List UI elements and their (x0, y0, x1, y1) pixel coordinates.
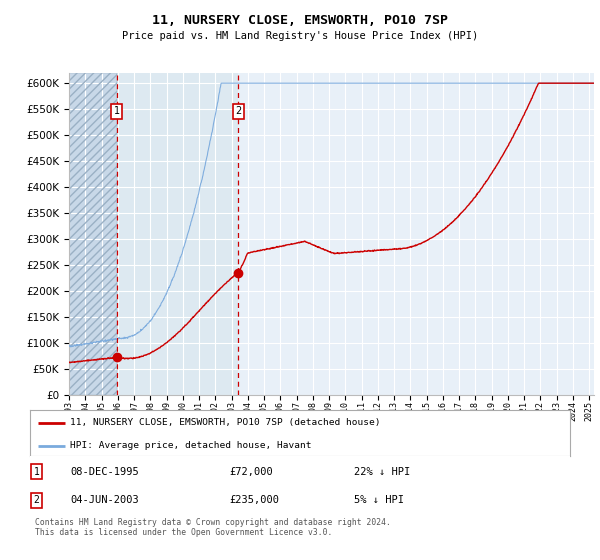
Text: 1: 1 (34, 466, 40, 477)
Text: 08-DEC-1995: 08-DEC-1995 (71, 466, 139, 477)
Text: 04-JUN-2003: 04-JUN-2003 (71, 495, 139, 505)
Text: £235,000: £235,000 (230, 495, 280, 505)
Text: Contains HM Land Registry data © Crown copyright and database right 2024.
This d: Contains HM Land Registry data © Crown c… (35, 517, 391, 537)
Text: 5% ↓ HPI: 5% ↓ HPI (354, 495, 404, 505)
Text: 1: 1 (113, 106, 119, 116)
Text: 2: 2 (235, 106, 241, 116)
Bar (116, 73, 238, 395)
Text: 2: 2 (34, 495, 40, 505)
Text: 11, NURSERY CLOSE, EMSWORTH, PO10 7SP (detached house): 11, NURSERY CLOSE, EMSWORTH, PO10 7SP (d… (71, 418, 381, 427)
Text: 22% ↓ HPI: 22% ↓ HPI (354, 466, 410, 477)
Text: £72,000: £72,000 (230, 466, 274, 477)
Text: Price paid vs. HM Land Registry's House Price Index (HPI): Price paid vs. HM Land Registry's House … (122, 31, 478, 41)
Bar (69, 73, 116, 395)
Text: HPI: Average price, detached house, Havant: HPI: Average price, detached house, Hava… (71, 441, 312, 450)
Text: 11, NURSERY CLOSE, EMSWORTH, PO10 7SP: 11, NURSERY CLOSE, EMSWORTH, PO10 7SP (152, 14, 448, 27)
Bar (69, 73, 116, 395)
